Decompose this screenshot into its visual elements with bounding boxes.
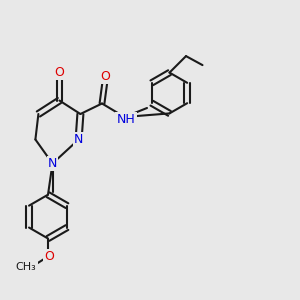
Text: N: N [48,157,57,170]
Text: NH: NH [117,113,135,126]
Text: O: O [55,65,64,79]
Text: O: O [101,70,110,83]
Text: N: N [74,133,83,146]
Text: CH₃: CH₃ [16,262,37,272]
Text: O: O [45,250,54,263]
